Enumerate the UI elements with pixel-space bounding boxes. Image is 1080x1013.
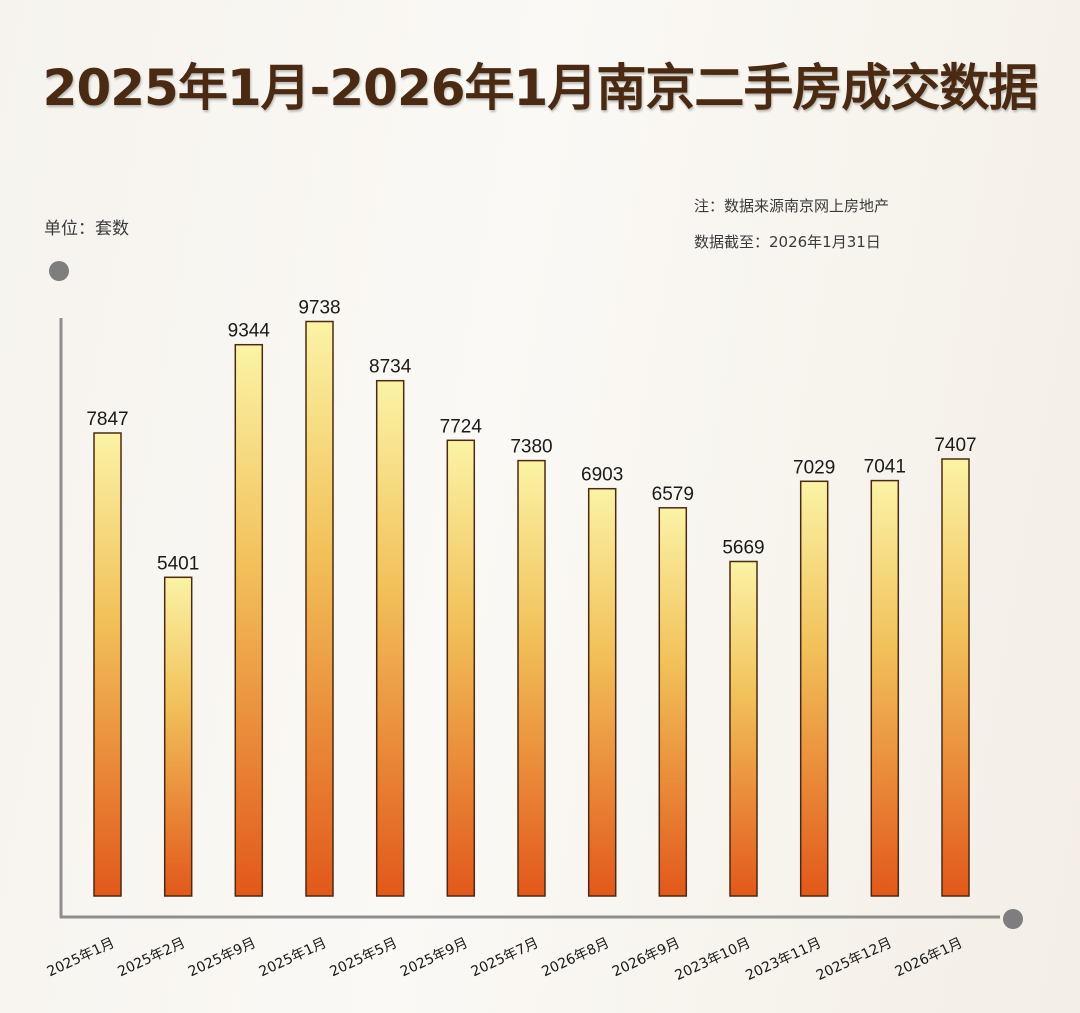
bar	[375, 379, 405, 897]
bar	[305, 320, 334, 897]
value-label: 5669	[722, 538, 764, 559]
category-label: 2025年1月	[45, 935, 118, 980]
value-label: 8734	[369, 357, 412, 378]
bar	[446, 439, 476, 897]
bar	[729, 560, 758, 897]
value-label: 6903	[581, 465, 623, 486]
bar	[93, 432, 122, 897]
bar	[587, 487, 617, 897]
category-label: 2025年2月	[115, 935, 188, 980]
value-label: 7847	[86, 409, 128, 430]
chart-title: 2025年1月-2026年1月南京二手房成交数据	[42, 59, 1039, 117]
axis-end-dot	[1003, 909, 1023, 929]
bar	[870, 479, 900, 897]
value-label: 6579	[652, 484, 694, 505]
bar	[163, 576, 193, 897]
source-note: 注：数据来源南京网上房地产	[694, 197, 890, 215]
category-label: 2025年9月	[398, 935, 471, 980]
bar	[234, 343, 264, 897]
category-label: 2025年1月	[257, 935, 330, 980]
cutoff-date: 数据截至：2026年1月31日	[694, 233, 881, 251]
bar	[658, 507, 688, 897]
bar	[517, 459, 546, 897]
value-label: 5401	[157, 553, 199, 574]
unit-label: 单位：套数	[44, 219, 129, 239]
category-label: 2026年1月	[893, 935, 966, 980]
value-label: 7041	[864, 457, 906, 478]
category-label: 2026年8月	[539, 935, 612, 980]
value-label: 7029	[793, 457, 835, 478]
value-label: 7380	[510, 437, 552, 458]
category-label: 2025年5月	[327, 935, 400, 980]
value-label: 9738	[298, 298, 340, 319]
value-label: 7724	[440, 416, 483, 437]
category-label: 2025年12月	[814, 935, 895, 984]
category-label: 2025年9月	[186, 935, 259, 980]
bar	[799, 480, 829, 897]
category-label: 2023年10月	[673, 935, 754, 984]
value-label: 7407	[934, 435, 976, 456]
category-label: 2025年7月	[469, 935, 542, 980]
axis-end-dot	[49, 261, 69, 281]
bar	[941, 458, 970, 897]
category-label: 2026年9月	[610, 935, 683, 980]
value-label: 9344	[228, 321, 271, 342]
category-label: 2023年11月	[743, 935, 824, 984]
